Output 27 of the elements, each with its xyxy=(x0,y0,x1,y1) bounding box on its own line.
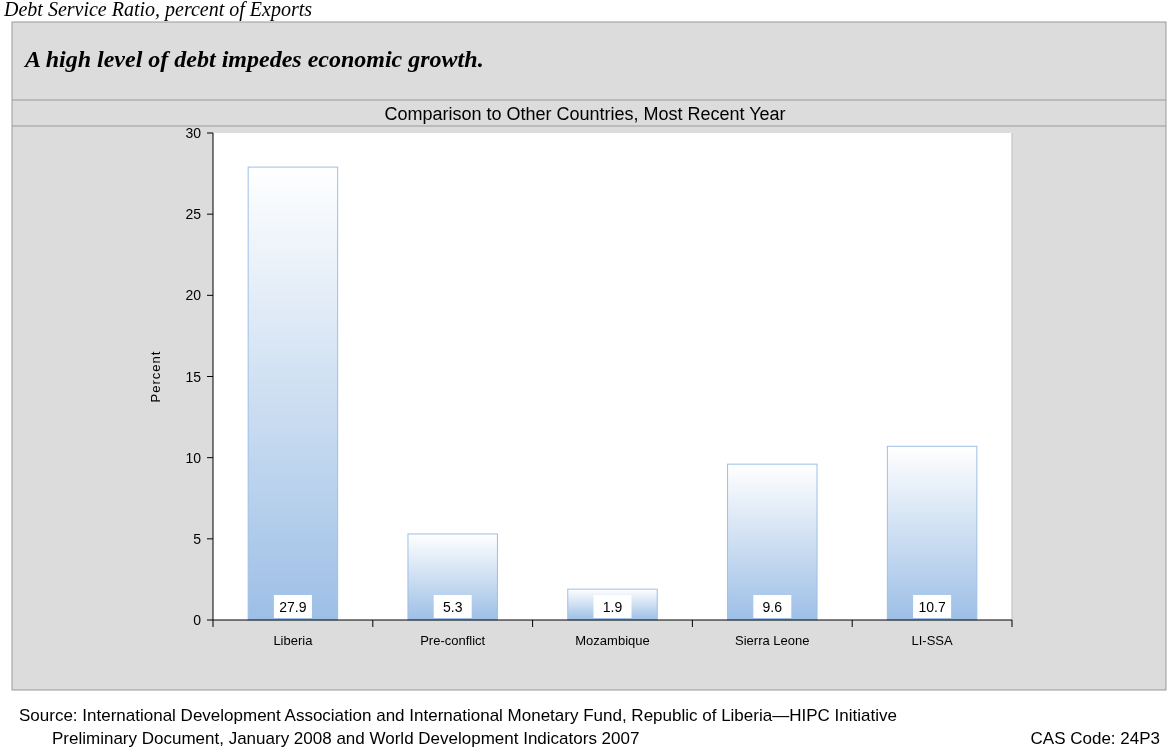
x-tick-label: Liberia xyxy=(273,633,314,648)
bar xyxy=(247,166,339,621)
x-tick-label: LI-SSA xyxy=(911,633,954,648)
y-tick-label: 0 xyxy=(193,612,202,628)
bar xyxy=(727,463,818,621)
y-tick-label: 25 xyxy=(185,206,202,223)
x-tick-label: Sierra Leone xyxy=(735,633,810,648)
data-label: 10.7 xyxy=(918,599,946,615)
source-note: Source: International Development Association and International Monetary Fund, Republic of Liberia—HIPC Initiative Preliminary Document, January 2008 and World Development Indicators 2007 xyxy=(19,706,897,748)
data-label: 9.6 xyxy=(762,599,783,615)
y-tick-label: 5 xyxy=(193,530,202,547)
text: Comparison to Other Countries, Most Recent Year xyxy=(384,104,786,124)
y-tick-label: 30 xyxy=(185,125,202,141)
x-tick-label: Pre-conflict xyxy=(420,633,486,648)
data-label: 5.3 xyxy=(442,599,463,615)
text: CAS Code: 24P3 xyxy=(1030,729,1160,748)
data-label: 1.9 xyxy=(602,599,623,615)
data-label: 27.9 xyxy=(279,599,307,615)
y-tick-label: 15 xyxy=(185,368,202,385)
bar xyxy=(407,533,498,621)
y-axis-title: Percent xyxy=(148,350,163,403)
chart-subtitle: A high level of debt impedes economic growth. xyxy=(23,46,484,72)
y-tick-label: 20 xyxy=(185,287,202,304)
bar xyxy=(886,445,978,621)
chart-title: Debt Service Ratio, percent of Exports xyxy=(3,0,313,21)
x-tick-label: Mozambique xyxy=(575,633,650,648)
y-tick-label: 10 xyxy=(185,449,202,466)
